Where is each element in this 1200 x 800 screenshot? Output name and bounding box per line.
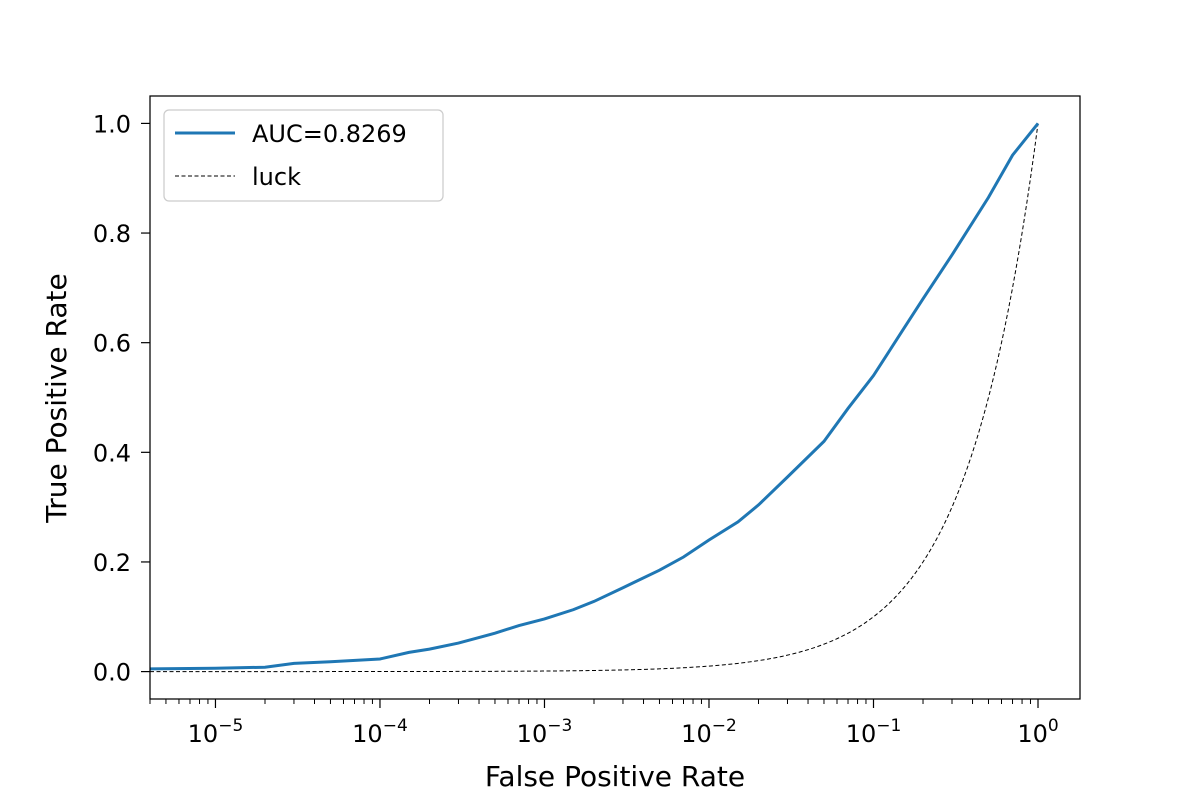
y-axis-label: True Positive Rate bbox=[40, 273, 73, 523]
y-tick-label: 0.4 bbox=[93, 439, 131, 467]
plot-frame bbox=[149, 95, 1081, 700]
y-tick-label: 0.8 bbox=[93, 220, 131, 248]
plot-area bbox=[149, 122, 1040, 673]
legend: AUC=0.8269 luck bbox=[163, 109, 444, 202]
y-tick-label: 1.0 bbox=[93, 110, 131, 138]
y-axis: 0.0 0.2 0.4 0.6 0.8 1.0 bbox=[93, 110, 150, 687]
auc-series-line bbox=[149, 122, 1040, 671]
luck-series-line bbox=[150, 123, 1039, 673]
x-axis-label: False Positive Rate bbox=[485, 760, 745, 793]
x-axis: 10−5 10−4 10−3 10−2 10−1 100 bbox=[149, 699, 1059, 748]
y-tick-label: 0.2 bbox=[93, 549, 131, 577]
legend-auc-label: AUC=0.8269 bbox=[252, 120, 407, 148]
y-tick-label: 0.0 bbox=[93, 659, 131, 687]
y-tick-label: 0.6 bbox=[93, 330, 131, 358]
legend-luck-label: luck bbox=[252, 163, 301, 191]
